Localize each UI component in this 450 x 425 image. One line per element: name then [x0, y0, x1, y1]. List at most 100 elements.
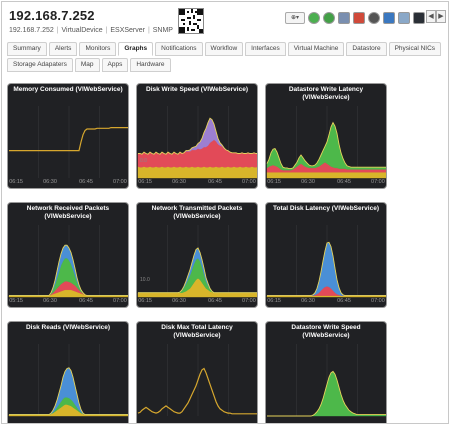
- series-outline: [9, 244, 128, 297]
- tab-map[interactable]: Map: [74, 58, 100, 72]
- graph-title: Datastore Write Speed (VIWebService): [291, 324, 361, 339]
- device-breadcrumb: 192.168.7.252 | VirtualDevice | ESXServe…: [9, 27, 173, 34]
- graph-title: Total Disk Latency (VIWebService): [273, 205, 379, 212]
- series-outline: [267, 241, 386, 297]
- graph-panel-datastore-write-speed[interactable]: Datastore Write Speed (VIWebService): [265, 321, 387, 423]
- time-axis: 06:15 06:30 06:45 07:00: [266, 179, 386, 187]
- tab-graphs[interactable]: Graphs: [118, 42, 154, 56]
- tab-virtual-machine[interactable]: Virtual Machine: [287, 42, 345, 56]
- tab-interfaces[interactable]: Interfaces: [245, 42, 286, 56]
- series-area-0: [266, 172, 386, 179]
- device-toolbar: ⊕▾: [285, 11, 425, 24]
- graph-panel-disk-max-total-latency[interactable]: Disk Max Total Latency (VIWebService): [136, 321, 258, 423]
- breadcrumb-ip[interactable]: 192.168.7.252: [9, 27, 54, 34]
- graph-panel-disk-write-speed[interactable]: Disk Write Speed (VIWebService) 0.0 06:15 0…: [136, 83, 258, 189]
- page-title: 192.168.7.252: [9, 8, 95, 23]
- time-tick-label: 07:00: [113, 298, 127, 304]
- tab-monitors[interactable]: Monitors: [79, 42, 117, 56]
- graph-chart: [266, 106, 386, 179]
- monitor-icon[interactable]: [383, 11, 395, 24]
- time-tick-label: 06:15: [9, 179, 23, 185]
- time-axis: 06:15 06:30 06:45 07:00: [137, 179, 257, 187]
- graph-title: Datastore Write Latency (VIWebService): [288, 86, 364, 101]
- time-tick-label: 06:15: [267, 179, 281, 185]
- graph-panel-datastore-write-latency[interactable]: Datastore Write Latency (VIWebService) 06…: [265, 83, 387, 189]
- trace-icon[interactable]: [338, 11, 350, 24]
- breadcrumb-type[interactable]: VirtualDevice: [61, 27, 103, 34]
- axis-reference-label: 10.0: [140, 277, 150, 283]
- graph-chart: [137, 106, 257, 179]
- axis-reference-label: 0.0: [140, 158, 147, 164]
- tab-bar: Summary Alerts Monitors Graphs Notifications…: [7, 42, 447, 72]
- tab-alerts[interactable]: Alerts: [48, 42, 78, 56]
- time-tick-label: 06:30: [43, 179, 57, 185]
- series-area-1: [267, 285, 386, 296]
- graph-title: Memory Consumed (VIWebService): [13, 86, 123, 93]
- time-tick-label: 06:45: [208, 179, 222, 185]
- series-line-0: [137, 367, 257, 415]
- time-axis: 06:15 06:30 06:45 07:00: [137, 298, 257, 306]
- device-pager: ◀ ▶: [426, 10, 446, 23]
- time-tick-label: 07:00: [371, 179, 385, 185]
- time-tick-label: 06:30: [172, 298, 186, 304]
- series-line-0: [9, 127, 128, 152]
- series-outline: [138, 117, 257, 155]
- screen-icon[interactable]: [398, 11, 410, 24]
- time-tick-label: 06:15: [138, 298, 152, 304]
- time-tick-label: 06:30: [172, 179, 186, 185]
- refresh-icon[interactable]: [323, 11, 335, 24]
- graph-chart: [137, 344, 257, 416]
- tab-workflow[interactable]: Workflow: [204, 42, 244, 56]
- graph-title: Disk Reads (VIWebService): [25, 324, 111, 331]
- alert-icon[interactable]: [353, 11, 365, 24]
- graph-chart: [8, 344, 128, 417]
- breadcrumb-protocol[interactable]: SNMP: [152, 27, 173, 34]
- time-tick-label: 06:45: [337, 298, 351, 304]
- graph-panel-network-received-packets[interactable]: Network Received Packets (VIWebService) 0…: [7, 202, 129, 308]
- time-tick-label: 06:45: [337, 179, 351, 185]
- graph-chart: [266, 225, 386, 298]
- tab-hardware[interactable]: Hardware: [130, 58, 171, 72]
- config-icon[interactable]: [368, 11, 380, 24]
- graph-chart: [9, 106, 128, 178]
- prev-device-button[interactable]: ◀: [426, 10, 436, 23]
- time-tick-label: 06:45: [79, 298, 93, 304]
- time-tick-label: 07:00: [242, 179, 256, 185]
- time-tick-label: 06:30: [301, 179, 315, 185]
- time-axis: 06:15 06:30 06:45 07:00: [266, 298, 386, 306]
- series-area-0: [137, 166, 257, 179]
- graph-title: Disk Write Speed (VIWebService): [146, 86, 248, 93]
- graph-panel-disk-reads[interactable]: Disk Reads (VIWebService): [7, 321, 129, 423]
- tab-apps[interactable]: Apps: [101, 58, 129, 72]
- tab-notifications[interactable]: Notifications: [155, 42, 203, 56]
- time-tick-label: 06:15: [138, 179, 152, 185]
- time-tick-label: 07:00: [242, 298, 256, 304]
- graph-panel-total-disk-latency[interactable]: Total Disk Latency (VIWebService) 06:15 06…: [265, 202, 387, 308]
- graph-chart: [8, 225, 128, 298]
- tab-storage-adapaters[interactable]: Storage Adapaters: [7, 58, 73, 72]
- graph-panel-network-transmitted-packets[interactable]: Network Transmitted Packets (VIWebServic…: [136, 202, 258, 308]
- time-tick-label: 06:45: [208, 298, 222, 304]
- tab-datastore[interactable]: Datastore: [346, 42, 387, 56]
- tab-physical-nics[interactable]: Physical NICs: [388, 42, 442, 56]
- ping-icon[interactable]: [308, 11, 320, 24]
- time-tick-label: 06:30: [301, 298, 315, 304]
- terminal-icon[interactable]: [413, 11, 425, 24]
- time-tick-label: 06:15: [267, 298, 281, 304]
- action-selector[interactable]: ⊕▾: [285, 11, 305, 24]
- graph-title: Network Transmitted Packets (VIWebServic…: [151, 205, 243, 220]
- graph-panel-memory-consumed[interactable]: Memory Consumed (VIWebService) 06:15 06:30…: [7, 83, 129, 189]
- time-tick-label: 07:00: [371, 298, 385, 304]
- tab-summary[interactable]: Summary: [7, 42, 47, 56]
- graph-chart: [267, 344, 386, 417]
- time-axis: 06:15 06:30 06:45 07:00: [8, 179, 128, 187]
- qr-code-icon: [178, 8, 204, 34]
- graph-title: Network Received Packets (VIWebService): [26, 205, 110, 220]
- time-axis: 05:15 06:30 06:45 07:00: [8, 298, 128, 306]
- breadcrumb-class[interactable]: ESXServer: [110, 27, 145, 34]
- series-outline: [138, 247, 257, 294]
- next-device-button[interactable]: ▶: [436, 10, 446, 23]
- time-tick-label: 06:30: [43, 298, 57, 304]
- series-outline: [9, 367, 128, 416]
